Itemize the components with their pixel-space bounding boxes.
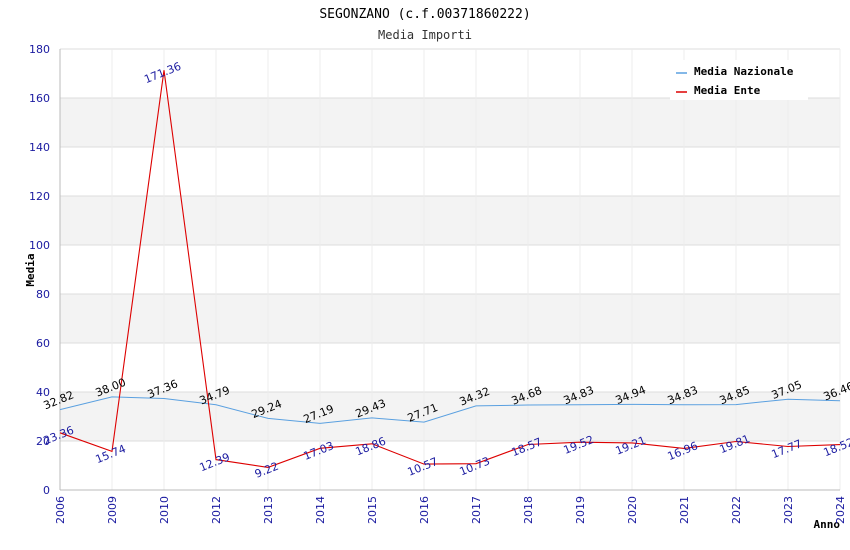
y-tick-label: 60 [36, 337, 50, 350]
data-label: 9.22 [253, 460, 281, 481]
plot-band [60, 392, 840, 441]
x-tick-label: 2015 [366, 496, 379, 524]
series-line [59, 396, 841, 424]
chart-title: SEGONZANO (c.f.00371860222) [319, 7, 530, 22]
y-tick-label: 100 [29, 239, 50, 252]
x-tick-labels: 2006 2009 2010 2012 2013 2014 2015 2016 2017 2018… [54, 496, 847, 524]
x-tick-label: 2020 [626, 496, 639, 524]
y-tick-label: 80 [36, 288, 50, 301]
x-tick-label: 2009 [106, 496, 119, 524]
x-tick-label: 2013 [262, 496, 275, 524]
legend: Media Nazionale Media Ente [670, 60, 808, 100]
legend-box [670, 60, 808, 100]
chart-subtitle: Media Importi [378, 28, 472, 42]
series-lines [59, 70, 841, 468]
x-tick-label: 2012 [210, 496, 223, 524]
x-tick-label: 2018 [522, 496, 535, 524]
x-tick-label: 2024 [834, 496, 847, 524]
x-tick-label: 2017 [470, 496, 483, 524]
y-tick-label: 40 [36, 386, 50, 399]
x-tick-label: 2019 [574, 496, 587, 524]
y-tick-label: 0 [43, 484, 50, 497]
data-label: 10.73 [458, 455, 492, 479]
plot-band [60, 98, 840, 147]
data-label: 16.96 [666, 439, 700, 463]
plot-band [60, 294, 840, 343]
legend-label-media-ente: Media Ente [694, 84, 761, 97]
y-tick-label: 120 [29, 190, 50, 203]
series-line [59, 70, 841, 468]
y-tick-label: 140 [29, 141, 50, 154]
data-label: 23.36 [42, 424, 76, 448]
x-tick-label: 2021 [678, 496, 691, 524]
x-tick-label: 2022 [730, 496, 743, 524]
grid-lines [60, 48, 841, 490]
x-tick-label: 2023 [782, 496, 795, 524]
y-tick-labels: 0 20 40 60 80 100 120 140 160 180 [29, 43, 50, 497]
x-tick-label: 2016 [418, 496, 431, 524]
data-label: 17.03 [302, 439, 336, 463]
y-tick-label: 20 [36, 435, 50, 448]
data-label: 12.39 [198, 450, 232, 474]
data-label: 15.74 [94, 442, 128, 466]
y-tick-label: 160 [29, 92, 50, 105]
plot-bands [60, 98, 840, 441]
x-axis-label: Anno [814, 518, 841, 531]
legend-label-media-nazionale: Media Nazionale [694, 65, 794, 78]
plot-band [60, 196, 840, 245]
x-tick-label: 2014 [314, 496, 327, 524]
y-axis-label: Media [24, 253, 37, 286]
x-tick-label: 2006 [54, 496, 67, 524]
x-tick-label: 2010 [158, 496, 171, 524]
y-tick-label: 180 [29, 43, 50, 56]
